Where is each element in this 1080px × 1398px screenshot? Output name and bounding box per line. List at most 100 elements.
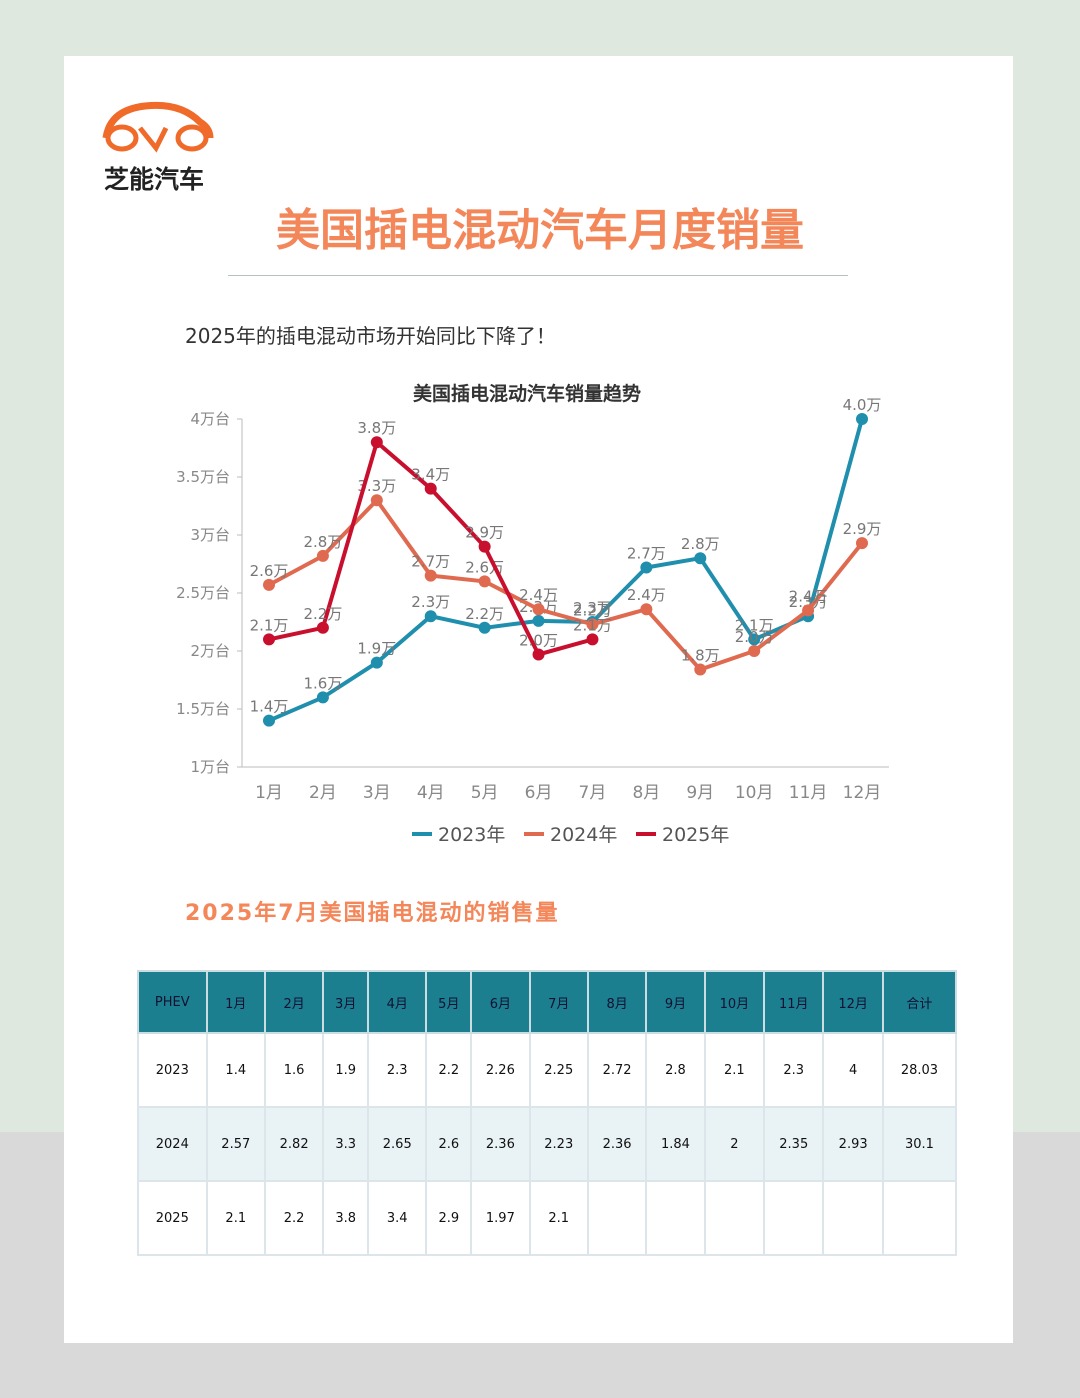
data-point [370,436,383,449]
table-cell: 1.6 [263,1032,325,1108]
data-label: 2.9万 [465,524,504,542]
data-point [694,552,707,565]
x-tick-label: 9月 [686,783,714,803]
table-cell [822,1180,884,1256]
y-tick-label: 3万台 [190,526,230,544]
x-tick-label: 1月 [255,783,283,803]
data-label: 2.7万 [411,553,450,571]
header-cell: 7月 [528,970,589,1034]
header-cell: 3月 [322,970,370,1034]
table-cell: 2023 [137,1032,208,1108]
table-cell: 3.8 [322,1180,370,1256]
data-label: 2.8万 [681,535,720,553]
table-cell: 2.72 [586,1032,648,1108]
data-point [694,663,707,676]
data-point [263,633,275,646]
data-point [263,714,275,727]
series-line [268,497,864,672]
data-point [424,569,437,582]
table-cell: 1.9 [322,1032,370,1108]
table-cell: 4 [822,1032,884,1108]
data-label: 2.2万 [573,601,612,619]
data-label: 2.2万 [303,605,342,623]
table-cell: 2.9 [425,1180,473,1256]
table-cell: 2.93 [822,1106,884,1182]
data-label: 1.6万 [303,674,342,692]
series-line [268,418,864,723]
table-cell: 2.23 [528,1106,589,1182]
data-point [748,645,761,657]
data-label: 2.2万 [465,605,504,623]
table-cell [763,1180,825,1256]
data-point [424,610,437,623]
table-cell: 2.3 [367,1032,428,1108]
data-label: 2.0万 [735,628,774,646]
data-point [424,482,437,495]
header-cell: PHEV [137,970,208,1034]
header-cell: 合计 [881,970,958,1034]
header-cell: 12月 [822,970,884,1034]
legend-label: 2025年 [662,824,729,846]
data-point [478,575,491,588]
data-label: 2.6万 [250,562,289,580]
data-point [856,413,868,425]
data-point [316,549,329,562]
table-cell: 2.36 [586,1106,648,1182]
data-point [640,561,653,574]
y-tick-label: 4万台 [190,410,230,428]
header-cell: 9月 [645,970,706,1034]
table-row: 2023 1.4 1.6 1.9 2.3 2.2 2.26 2.25 2.72 2.8 2.1 2.3… [137,1032,958,1108]
table-cell: 2.35 [763,1106,825,1182]
data-point [478,621,491,634]
table-cell: 2.57 [205,1106,266,1182]
data-label: 2.7万 [627,544,666,562]
data-point [532,603,545,616]
data-label: 2.1万 [250,616,289,634]
x-tick-label: 8月 [632,783,660,803]
data-label: 2.3万 [411,593,450,611]
table-cell: 1.4 [205,1032,266,1108]
data-label: 2.0万 [519,631,558,649]
table-cell: 2.36 [470,1106,531,1182]
x-tick-label: 6月 [525,783,553,803]
legend-label: 2024年 [550,824,617,846]
data-label: 1.4万 [250,698,289,716]
data-point [748,633,761,646]
header-cell: 6月 [470,970,531,1034]
chart-title: 美国插电混动汽车销量趋势 [413,382,641,405]
y-tick-label: 2万台 [190,642,230,660]
table-cell: 2.6 [425,1106,473,1182]
data-point [370,494,383,507]
table-cell: 30.1 [881,1106,958,1182]
table-cell: 2.82 [263,1106,325,1182]
x-tick-label: 5月 [471,783,499,803]
header-cell: 1月 [205,970,266,1034]
table-cell: 2.65 [367,1106,428,1182]
y-tick-label: 3.5万台 [176,468,230,486]
data-point [478,540,491,553]
table-cell: 1.97 [470,1180,531,1256]
table-cell: 3.4 [367,1180,428,1256]
table-cell: 2.1 [703,1032,766,1108]
divider [228,275,848,276]
data-point [316,691,329,704]
data-label: 2.9万 [843,520,882,538]
data-point [802,604,815,617]
table-cell [586,1180,648,1256]
data-label: 2.4万 [789,587,828,605]
x-tick-label: 11月 [789,783,828,803]
table-cell: 2024 [137,1106,208,1182]
table-cell: 1.84 [645,1106,706,1182]
header-cell: 11月 [763,970,825,1034]
table-cell: 2.3 [763,1032,825,1108]
data-label: 4.0万 [843,396,882,414]
x-tick-label: 10月 [735,783,774,803]
table-cell: 28.03 [881,1032,958,1108]
table-cell: 2.2 [263,1180,325,1256]
data-point [316,621,329,634]
logo-icon [102,101,214,153]
data-point [532,648,545,661]
chart: 美国插电混动汽车销量趋势 1万台 1.5万台 2万台 2.5万台 3万台 3.5万台 4万台… [176,382,889,846]
data-point [586,633,599,646]
